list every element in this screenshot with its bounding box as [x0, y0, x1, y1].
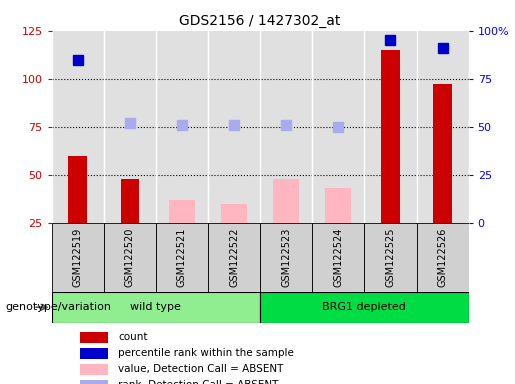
Text: GSM122524: GSM122524: [333, 228, 344, 287]
Text: GSM122521: GSM122521: [177, 228, 187, 287]
Bar: [52, 223, 104, 292]
Text: BRG1 depleted: BRG1 depleted: [322, 302, 406, 312]
Bar: [208, 223, 260, 292]
Bar: [260, 292, 469, 323]
Text: wild type: wild type: [130, 302, 181, 312]
Bar: [381, 50, 400, 223]
Bar: [434, 84, 452, 223]
Bar: [80, 348, 108, 359]
Text: count: count: [118, 333, 148, 343]
Bar: [221, 204, 247, 223]
Bar: [325, 188, 351, 223]
Text: GSM122523: GSM122523: [281, 228, 291, 287]
Bar: [80, 380, 108, 384]
Bar: [80, 364, 108, 375]
Bar: [417, 223, 469, 292]
Bar: [169, 200, 195, 223]
Text: GSM122526: GSM122526: [438, 228, 448, 287]
Bar: [312, 223, 365, 292]
Text: GSM122525: GSM122525: [385, 228, 396, 287]
Bar: [260, 223, 312, 292]
Text: percentile rank within the sample: percentile rank within the sample: [118, 348, 295, 358]
Text: GSM122519: GSM122519: [73, 228, 82, 287]
Bar: [365, 223, 417, 292]
Text: GSM122522: GSM122522: [229, 228, 239, 287]
Text: rank, Detection Call = ABSENT: rank, Detection Call = ABSENT: [118, 381, 279, 384]
Text: value, Detection Call = ABSENT: value, Detection Call = ABSENT: [118, 364, 284, 374]
Text: GSM122520: GSM122520: [125, 228, 135, 287]
Bar: [156, 223, 208, 292]
Bar: [80, 332, 108, 343]
Bar: [52, 292, 260, 323]
Bar: [121, 179, 139, 223]
Bar: [104, 223, 156, 292]
Bar: [273, 179, 299, 223]
Title: GDS2156 / 1427302_at: GDS2156 / 1427302_at: [179, 14, 341, 28]
Bar: [68, 156, 87, 223]
Text: genotype/variation: genotype/variation: [5, 302, 111, 312]
